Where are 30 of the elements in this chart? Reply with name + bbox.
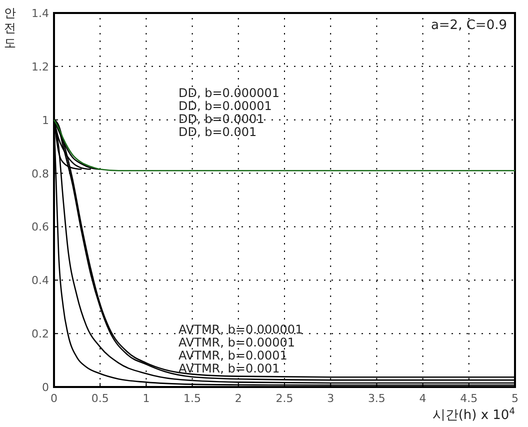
x-tick-label: 2: [234, 392, 242, 405]
y-tick-label: 0.2: [32, 328, 49, 341]
y-tick-label: 0: [42, 381, 49, 394]
annotation: AVTMR, b=0.000001: [178, 322, 303, 337]
x-tick-label: 3: [327, 392, 334, 405]
annotation: DD, b=0.000001: [178, 86, 280, 100]
y-tick-label: 0.8: [32, 167, 49, 180]
x-tick-label: 1: [142, 392, 150, 405]
annotation: a=2, C=0.9: [430, 18, 507, 33]
x-tick-label: 1.5: [184, 392, 202, 405]
x-tick-label: 4: [419, 392, 426, 405]
annotation: AVTMR, b=0.001: [178, 362, 280, 376]
x-tick-label: 2.5: [276, 392, 294, 405]
y-tick-label: 0.4: [32, 274, 49, 288]
annotation: DD, b=0.00001: [178, 99, 272, 114]
x-tick-label: 0.5: [91, 392, 109, 405]
x-tick-label: 3.5: [368, 392, 386, 405]
x-tick-label: 0: [50, 392, 58, 405]
x-tick-label: 4.5: [460, 392, 478, 405]
annotation: DD, b=0.001: [178, 125, 257, 140]
annotation: DD, b=0.0001: [178, 112, 264, 126]
y-tick-label: 1.2: [32, 60, 49, 74]
y-tick-label: 1.4: [32, 7, 49, 20]
y-tick-label: 0.6: [32, 220, 49, 234]
x-axis-title: 시간(h) x 10$^{4}$: [432, 407, 516, 423]
annotation: AVTMR, b=0.00001: [178, 336, 296, 350]
y-tick-label: 1: [42, 114, 49, 127]
x-tick-label: 5: [512, 392, 518, 405]
annotation: AVTMR, b=0.0001: [178, 348, 288, 363]
y-axis-title: 안전도: [4, 6, 16, 50]
